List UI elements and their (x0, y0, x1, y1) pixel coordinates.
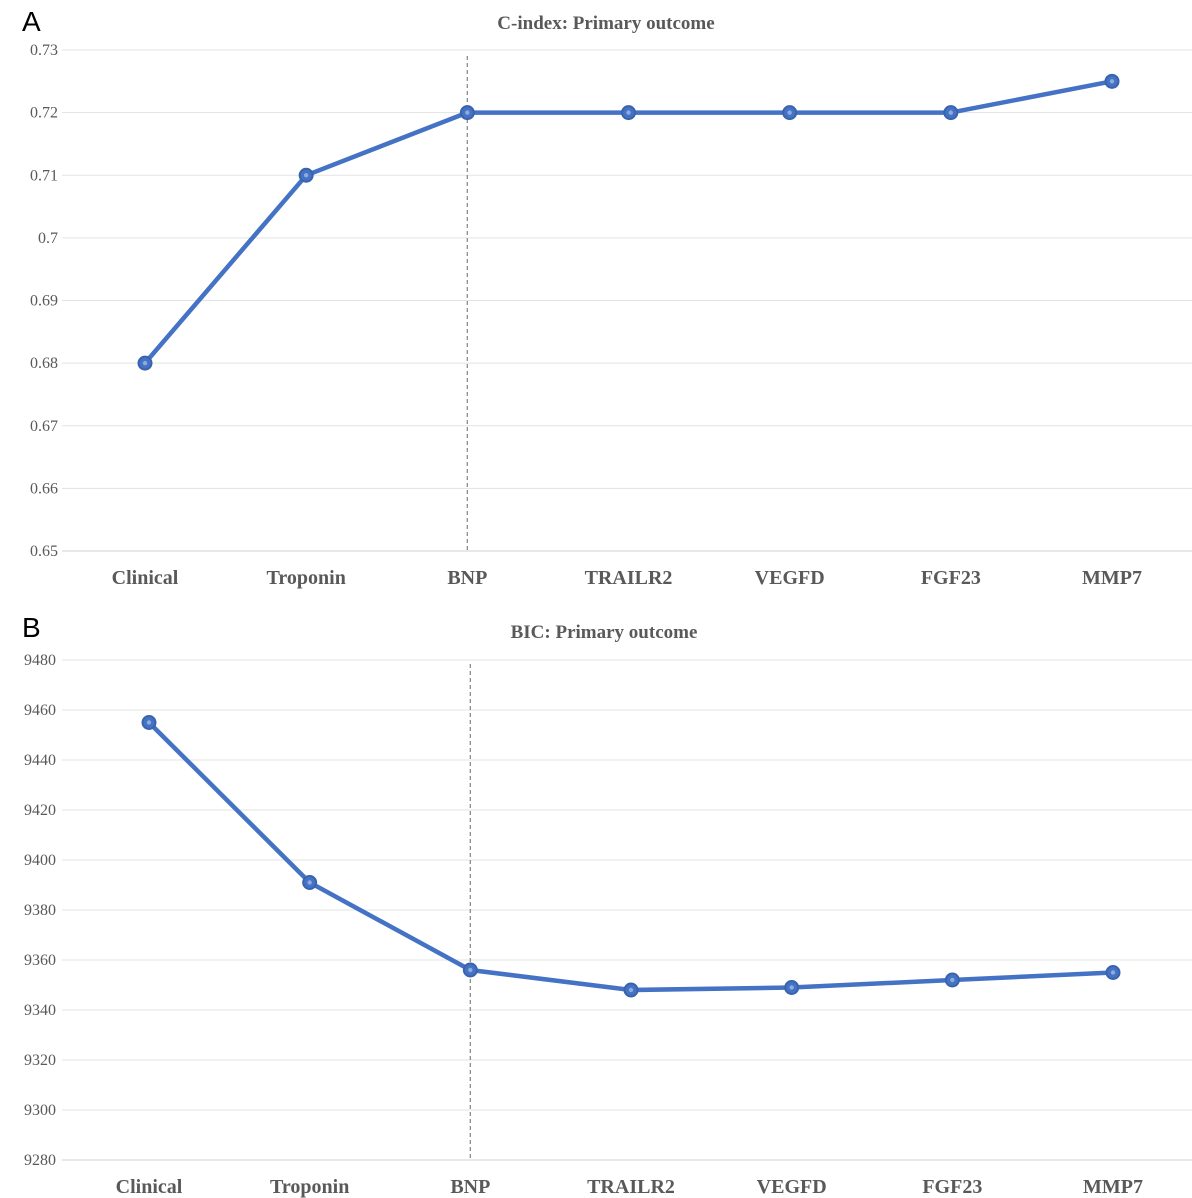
panel-a-y-tick-label: 0.69 (30, 293, 58, 310)
panel-b-y-axis: 9480 9460 9440 9420 9400 9380 9360 9340 9320 9300… (24, 652, 56, 1169)
panel-b-data-point (462, 962, 478, 978)
panel-a-x-tick-label: TRAILR2 (585, 567, 673, 589)
panel-a-x-tick-label: BNP (447, 567, 487, 589)
panel-a-y-tick-label: 0.67 (30, 418, 58, 435)
panel-b-data-point (944, 972, 960, 988)
panel-b-data-point (623, 982, 639, 998)
panel-a-x-axis: Clinical Troponin BNP TRAILR2 VEGFD FGF23 MMP7 (112, 567, 1142, 589)
panel-b-y-tick-label: 9420 (24, 802, 56, 819)
panel-b-data-point (1105, 965, 1121, 980)
panel-b-x-tick-label: VEGFD (757, 1176, 827, 1198)
panel-b-title: BIC: Primary outcome (511, 622, 698, 643)
panel-a-y-tick-label: 0.71 (30, 167, 58, 184)
panel-a-data-point (298, 167, 314, 183)
panel-b-data-point (141, 715, 157, 730)
panel-a-x-tick-label: Troponin (267, 567, 346, 589)
panel-b-gridlines (62, 659, 1192, 1161)
panel-b-y-tick-label: 9300 (24, 1102, 56, 1119)
panel-a-y-tick-label: 0.7 (38, 230, 58, 247)
panel-a-y-tick-label: 0.73 (30, 42, 58, 59)
panel-a: A C-index: Primary outcome 0.730.720.710… (22, 6, 1192, 589)
panel-b-data-point (784, 980, 800, 995)
panel-a-y-tick-label: 0.65 (30, 543, 58, 560)
panel-a-data-point (459, 105, 475, 121)
panel-b-x-tick-label: TRAILR2 (587, 1176, 675, 1198)
panel-a-y-tick-label: 0.72 (30, 105, 58, 122)
panel-b-y-tick-label: 9460 (24, 702, 56, 719)
panel-a-gridlines (62, 49, 1192, 552)
panel-b-x-tick-label: FGF23 (922, 1176, 982, 1198)
panel-b-x-tick-label: Troponin (270, 1176, 349, 1198)
panel-a-y-tick-label: 0.68 (30, 355, 58, 372)
panel-a-series (137, 73, 1120, 371)
panel-a-x-tick-label: FGF23 (921, 567, 981, 589)
panel-b-y-tick-label: 9360 (24, 952, 56, 969)
panel-b-y-tick-label: 9280 (24, 1152, 56, 1169)
panel-b-x-tick-label: MMP7 (1083, 1176, 1143, 1198)
panel-a-x-tick-label: Clinical (112, 567, 179, 589)
panel-b-y-tick-label: 9440 (24, 752, 56, 769)
panel-b-x-axis: Clinical Troponin BNP TRAILR2 VEGFD FGF23 MMP7 (116, 1176, 1143, 1198)
panel-b-y-tick-label: 9480 (24, 652, 56, 669)
panel-b-letter: B (22, 612, 41, 643)
panel-b-data-point (302, 875, 318, 890)
panel-a-data-point (621, 105, 636, 121)
panel-b-series (141, 715, 1121, 998)
panel-b-y-tick-label: 9400 (24, 852, 56, 869)
panel-a-series-line (142, 79, 1115, 366)
panel-a-y-tick-label: 0.66 (30, 480, 58, 497)
panel-b-x-tick-label: BNP (450, 1176, 490, 1198)
panel-a-data-point (943, 105, 959, 121)
panel-a-x-tick-label: MMP7 (1082, 567, 1142, 589)
panel-b-series-line (146, 720, 1116, 993)
panel-b-y-tick-label: 9380 (24, 902, 56, 919)
panel-b-x-tick-label: Clinical (116, 1176, 183, 1198)
panel-a-x-tick-label: VEGFD (755, 567, 825, 589)
panel-a-data-point (782, 105, 798, 121)
panel-a-y-axis: 0.73 0.72 0.71 0.7 0.69 0.68 0.67 0.66 0.65 (30, 42, 58, 560)
panel-a-data-point (1104, 73, 1120, 89)
panel-b-y-tick-label: 9320 (24, 1052, 56, 1069)
panel-b-y-tick-label: 9340 (24, 1002, 56, 1019)
panel-a-data-point (137, 355, 153, 371)
panel-b: B BIC: Primary outcome 94809460944094209… (22, 612, 1192, 1198)
panel-a-title: C-index: Primary outcome (497, 13, 714, 34)
panel-a-letter: A (22, 6, 41, 37)
